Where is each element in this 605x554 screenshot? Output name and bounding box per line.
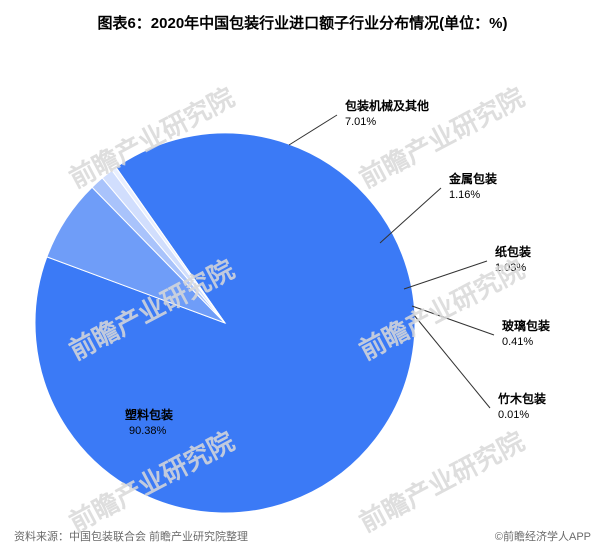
- leader-line-1: [380, 188, 441, 243]
- callout-label-1: 金属包装: [448, 171, 497, 186]
- callout-label-2: 纸包装: [495, 244, 531, 259]
- callout-pct-1: 1.16%: [449, 189, 480, 201]
- footer-attribution: ©前瞻经济学人APP: [495, 528, 591, 544]
- leader-line-0: [289, 115, 337, 145]
- callout-label-0: 包装机械及其他: [344, 98, 429, 113]
- leader-line-4: [414, 315, 490, 408]
- callout-label-4: 竹木包装: [497, 391, 546, 406]
- slice-label-main: 塑料包装: [125, 407, 173, 422]
- callout-pct-4: 0.01%: [498, 409, 529, 421]
- callout-pct-0: 7.01%: [345, 116, 376, 128]
- callout-pct-2: 1.03%: [495, 262, 526, 274]
- pie-chart: 塑料包装 90.38% 包装机械及其他 7.01% 金属包装 1.16% 纸包装 1.03% 玻…: [0, 33, 605, 554]
- chart-title: 图表6：2020年中国包装行业进口额子行业分布情况(单位：%): [0, 0, 605, 33]
- footer: 资料来源：中国包装联合会 前瞻产业研究院整理 ©前瞻经济学人APP: [14, 528, 591, 544]
- callout-pct-3: 0.41%: [502, 336, 533, 348]
- slice-pct-main: 90.38%: [129, 425, 167, 437]
- callout-label-3: 玻璃包装: [502, 318, 550, 333]
- leader-line-2: [404, 261, 487, 289]
- footer-source: 资料来源：中国包装联合会 前瞻产业研究院整理: [14, 528, 248, 544]
- leader-line-3: [412, 306, 494, 335]
